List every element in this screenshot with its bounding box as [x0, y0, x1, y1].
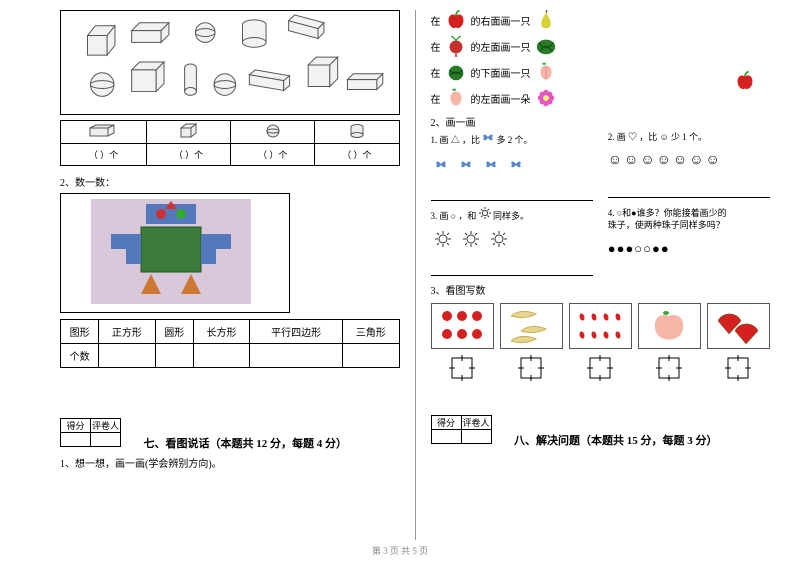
fill-3[interactable]: （ ）个 [231, 144, 315, 166]
watermelon-icon [535, 35, 557, 57]
cnt-1[interactable] [99, 344, 155, 368]
hdr-3: 长方形 [193, 320, 249, 344]
peach2-icon [445, 87, 467, 109]
q3-answer[interactable] [431, 256, 593, 276]
score-label-b: 评卷人 [91, 419, 121, 433]
apple-icon [445, 9, 467, 31]
q2-cell: 2. 画 ♡ ，比 ☺ 少 1 个。 ☺☺☺☺☺☺☺ [608, 131, 770, 201]
q1-text-a: 1. 画 △ ，比 [431, 135, 481, 145]
figbox-4 [638, 303, 701, 349]
robot-box [60, 193, 290, 313]
q4-visual: ●●●○○●● [608, 235, 770, 263]
score-box-7: 得分评卷人 [60, 418, 121, 447]
q3-visual [431, 225, 593, 253]
hdr-5: 三角形 [343, 320, 399, 344]
fruit-line-3: 在 的下面画一只 [431, 62, 771, 82]
q1-cell: 1. 画 △ ，比 多 2 个。 [431, 131, 593, 201]
section-7-title: 七、看图说话（本题共 12 分，每题 4 分） [144, 438, 348, 450]
shape-count-table: 图形 正方形 圆形 长方形 平行四边形 三角形 个数 [60, 319, 400, 368]
q2-visual: ☺☺☺☺☺☺☺ [608, 147, 770, 175]
figbox-5 [707, 303, 770, 349]
item-2-label: 2、数一数： [60, 174, 400, 189]
hdr-count: 个数 [61, 344, 99, 368]
left-column: （ ）个 （ ）个 （ ）个 （ ）个 2、数一数： [60, 10, 416, 540]
tally-3[interactable] [569, 355, 632, 383]
peach-icon [535, 61, 557, 83]
q3-text-a: 3. 画 ○ ，和 [431, 211, 477, 221]
figbox-2 [500, 303, 563, 349]
draw-grid-1: 1. 画 △ ，比 多 2 个。 2. 画 ♡ ，比 ☺ 少 1 个。 ☺☺☺☺… [431, 131, 771, 201]
fruit-line-4: 在 的左面画一朵 [431, 88, 771, 108]
tally-1[interactable] [431, 355, 494, 383]
txt-right: 的右面画一只 [471, 13, 531, 28]
cnt-5[interactable] [343, 344, 399, 368]
sun-icon [479, 207, 491, 219]
draw-grid-2: 3. 画 ○ ，和 同样多。 4. ○和●谁多？你能接着画少的 珠子，使两种珠子… [431, 207, 771, 277]
q4-text-b: 珠子，使两种珠子同样多吗？ [608, 219, 770, 232]
tally-row [431, 355, 771, 383]
score-label-a: 得分 [61, 419, 91, 433]
melon-icon [445, 61, 467, 83]
flower-icon [535, 87, 557, 109]
radish-icon [445, 35, 467, 57]
pear-icon [535, 9, 557, 31]
hdr-4: 平行四边形 [250, 320, 343, 344]
page: （ ）个 （ ）个 （ ）个 （ ）个 2、数一数： [0, 0, 800, 540]
count-table-3d: （ ）个 （ ）个 （ ）个 （ ）个 [60, 120, 400, 166]
butterfly-icon [482, 131, 494, 143]
right-column: 在 的右面画一只 在 的左面画一只 在 [416, 10, 771, 540]
txt-left: 的左面画一只 [471, 39, 531, 54]
cnt-4[interactable] [250, 344, 343, 368]
shapes-3d-box [60, 10, 400, 115]
score-label-b2: 评卷人 [461, 416, 491, 430]
sub-3: 3、看图写数 [431, 282, 771, 297]
fill-2[interactable]: （ ）个 [146, 144, 230, 166]
q2-answer[interactable] [608, 178, 770, 198]
hdr-shape: 图形 [61, 320, 99, 344]
q4-text-a: 4. ○和●谁多？你能接着画少的 [608, 207, 770, 220]
fruit-line-1: 在 的右面画一只 [431, 10, 771, 30]
robot-image [91, 199, 251, 304]
tally-2[interactable] [500, 355, 563, 383]
cell-cuboid [61, 121, 147, 144]
fill-4[interactable]: （ ）个 [315, 144, 399, 166]
cnt-3[interactable] [193, 344, 249, 368]
txt-at: 在 [431, 65, 441, 80]
extra-apple-icon [734, 70, 756, 92]
figbox-row [431, 303, 771, 349]
shapes-3d-svg [61, 11, 399, 114]
q4-cell: 4. ○和●谁多？你能接着画少的 珠子，使两种珠子同样多吗？ ●●●○○●● [608, 207, 770, 277]
q1-visual [431, 150, 593, 178]
q2-text: 2. 画 ♡ ，比 ☺ 少 1 个。 [608, 131, 770, 144]
cell-sphere [231, 121, 315, 144]
figbox-1 [431, 303, 494, 349]
txt-at: 在 [431, 13, 441, 28]
page-footer: 第 3 页 共 5 页 [0, 540, 800, 557]
cnt-2[interactable] [155, 344, 193, 368]
q1-answer[interactable] [431, 181, 593, 201]
item-7-1: 1、想一想，画一画(学会辨别方向)。 [60, 455, 400, 470]
score-box-8: 得分评卷人 [431, 415, 492, 444]
hdr-1: 正方形 [99, 320, 155, 344]
tally-4[interactable] [638, 355, 701, 383]
score-label-a2: 得分 [431, 416, 461, 430]
q1-text-b: 多 2 个。 [497, 135, 533, 145]
q3-text-b: 同样多。 [493, 211, 529, 221]
sub-2: 2、画一画 [431, 114, 771, 129]
q3-cell: 3. 画 ○ ，和 同样多。 [431, 207, 593, 277]
hdr-2: 圆形 [155, 320, 193, 344]
section-8-title: 八、解决问题（本题共 15 分，每题 3 分） [514, 435, 718, 447]
txt-left2: 的左面画一朵 [471, 91, 531, 106]
cell-cube [146, 121, 230, 144]
tally-5[interactable] [707, 355, 770, 383]
figbox-3 [569, 303, 632, 349]
cell-cylinder [315, 121, 399, 144]
txt-at: 在 [431, 39, 441, 54]
fill-1[interactable]: （ ）个 [61, 144, 147, 166]
txt-at: 在 [431, 91, 441, 106]
fruit-line-2: 在 的左面画一只 [431, 36, 771, 56]
txt-below: 的下面画一只 [471, 65, 531, 80]
